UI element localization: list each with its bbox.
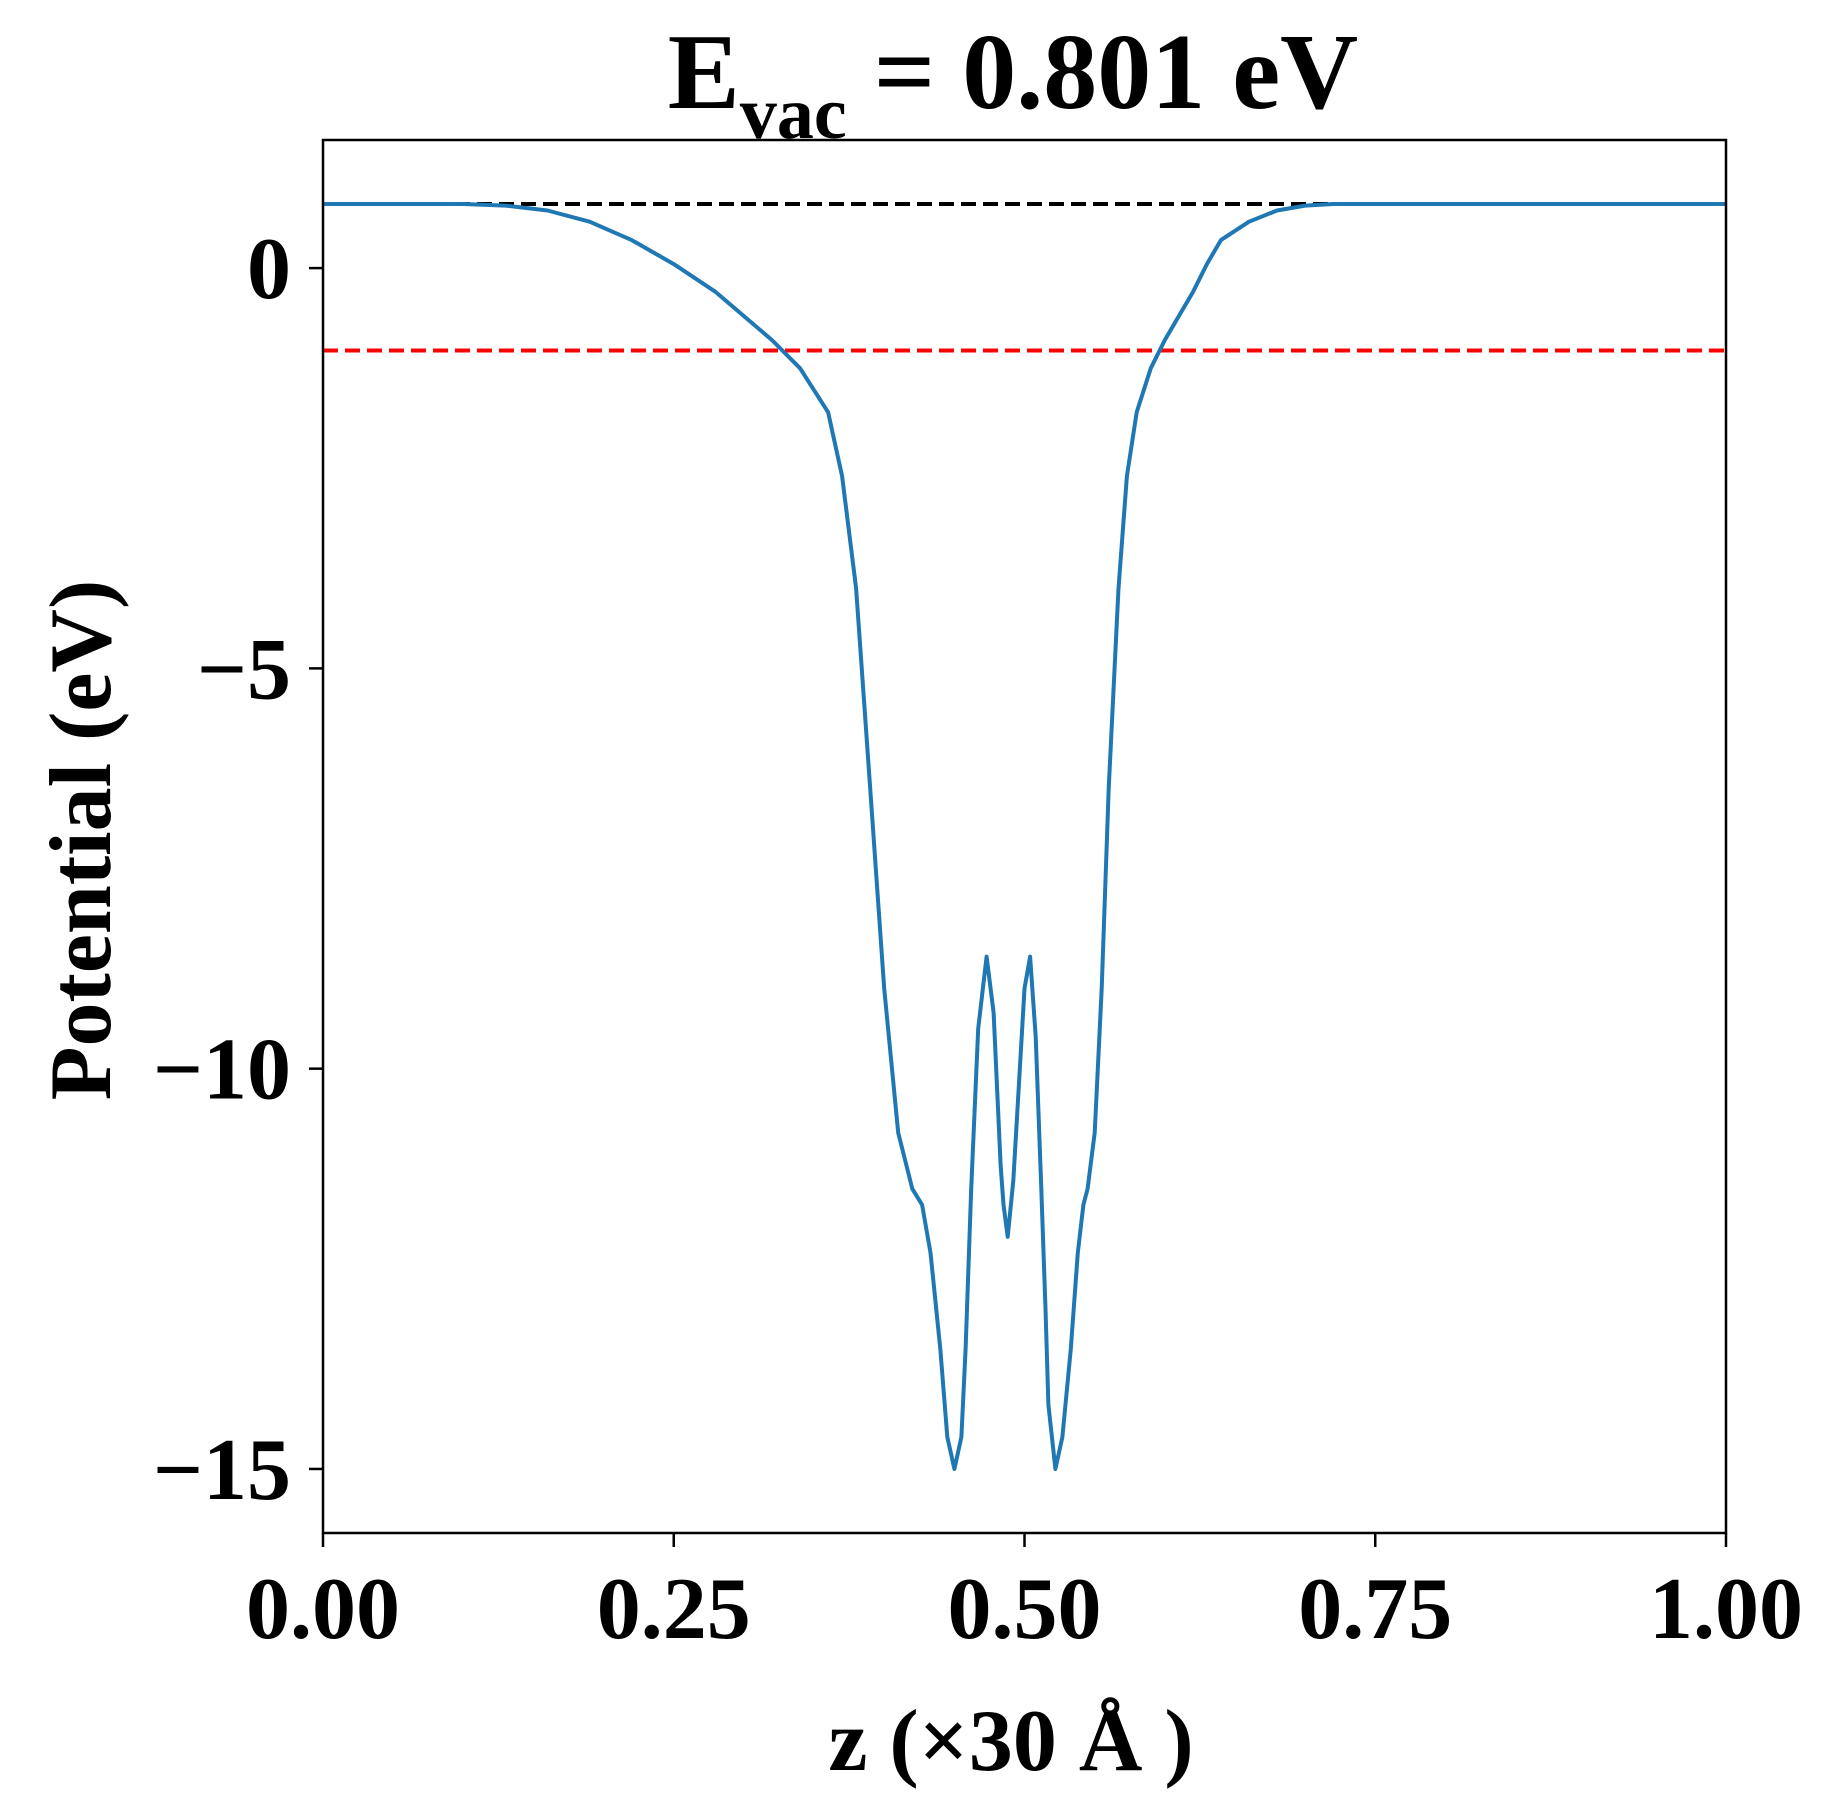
x-tick-label: 0.25 xyxy=(597,1561,751,1658)
plot-area: 0.00 0.25 0.50 0.75 1.00 0 −5 −10 −15 xyxy=(153,138,1803,1658)
chart-title-subscript: vac xyxy=(740,73,847,155)
x-tick-label: 0.00 xyxy=(246,1561,400,1658)
y-axis-label: Potential (eV) xyxy=(33,580,130,1100)
x-tick-label: 1.00 xyxy=(1649,1561,1803,1658)
x-tick-label: 0.50 xyxy=(948,1561,1102,1658)
y-tick-label: −5 xyxy=(197,621,291,718)
y-tick-label: −10 xyxy=(153,1022,291,1119)
chart-title-main: E xyxy=(668,13,740,132)
chart-title: Evac = 0.801 eV xyxy=(668,13,1358,155)
x-axis-label: z (×30 Å ) xyxy=(828,1693,1193,1790)
series-line-0 xyxy=(323,202,1726,1471)
y-tick-label: −15 xyxy=(153,1422,291,1519)
x-tick-label: 0.75 xyxy=(1298,1561,1452,1658)
chart-title-rest: = 0.801 eV xyxy=(847,13,1358,132)
y-tick-label: 0 xyxy=(247,221,291,318)
